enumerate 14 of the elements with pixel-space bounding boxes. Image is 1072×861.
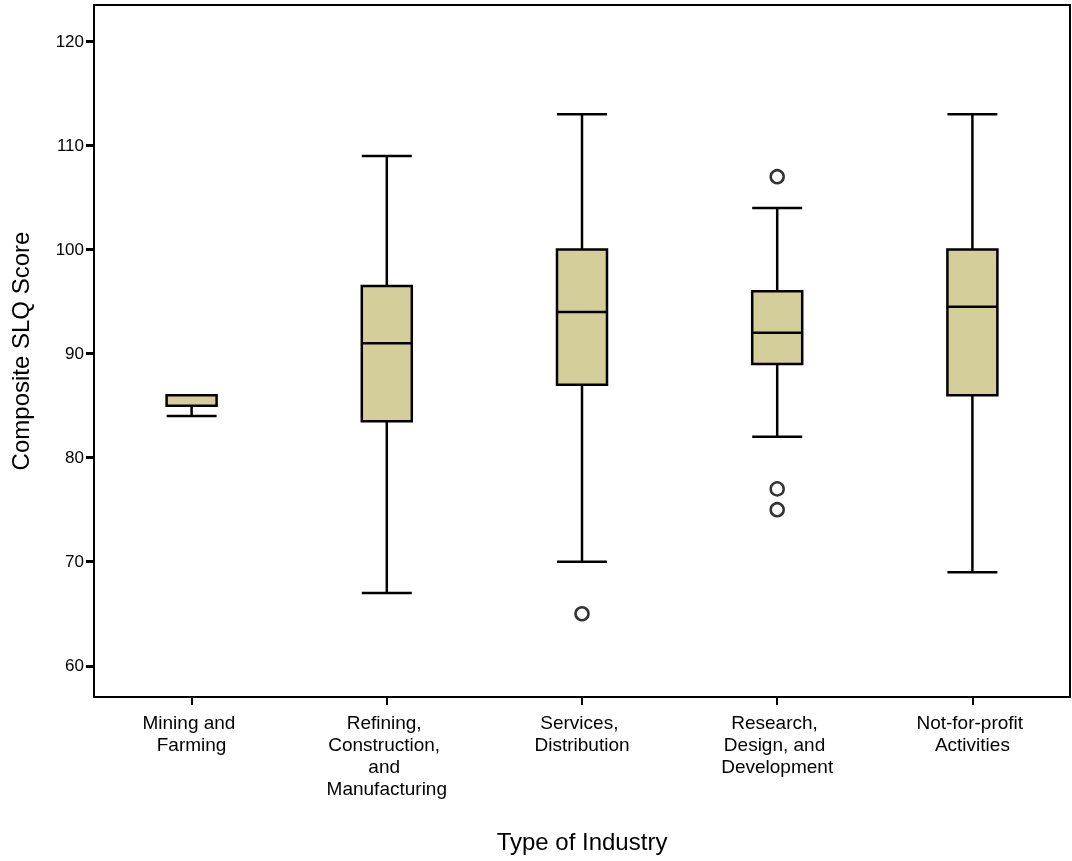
y-tick-label: 70	[65, 552, 84, 572]
y-tick-label: 100	[55, 240, 84, 260]
y-tick-label: 90	[65, 344, 84, 364]
y-tick-label: 110	[56, 135, 84, 155]
x-tick-label: Refining, Construction, and Manufacturing	[326, 711, 447, 799]
x-axis-title: Type of Industry	[496, 827, 668, 855]
y-tick-label: 120	[55, 31, 84, 51]
x-tick-label: Services, Distribution	[534, 711, 630, 755]
x-tick-label: Mining and Farming	[142, 711, 241, 755]
x-tick-label: Not-for-profit Activities	[916, 711, 1029, 755]
y-tick-label: 60	[65, 656, 84, 676]
y-axis-title: Composite SLQ Score	[6, 231, 34, 471]
x-tick-label: Research, Design, and Development	[721, 711, 834, 777]
y-tick-label: 80	[65, 448, 84, 468]
